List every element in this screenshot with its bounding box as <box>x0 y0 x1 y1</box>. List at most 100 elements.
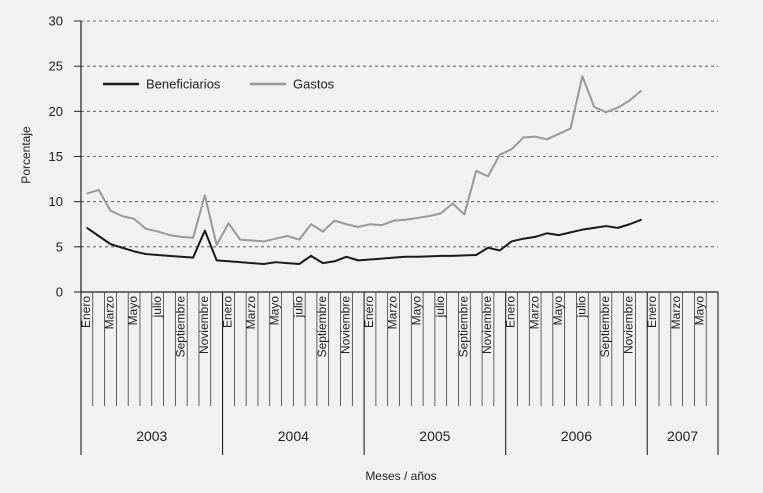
legend-label: Gastos <box>293 77 335 92</box>
data-point-beneficiarios <box>322 262 324 264</box>
data-point-beneficiarios <box>86 227 88 229</box>
data-point-beneficiarios <box>463 254 465 257</box>
data-point-gastos <box>369 223 371 225</box>
data-point-beneficiarios <box>168 255 171 257</box>
month-label: Noviembre <box>339 296 353 354</box>
data-point-beneficiarios <box>310 255 312 257</box>
data-point-beneficiarios <box>275 261 277 263</box>
data-point-gastos <box>157 230 159 233</box>
data-point-beneficiarios <box>558 234 560 236</box>
x-axis: Enero Marzo Mayo julio Septiembre Noviembre En… <box>79 291 719 455</box>
month-label: julio <box>291 296 305 319</box>
data-point-beneficiarios <box>133 250 135 252</box>
data-point-beneficiarios <box>357 259 359 261</box>
month-label: Enero <box>362 296 376 328</box>
data-point-gastos <box>121 215 123 217</box>
data-point-beneficiarios <box>475 254 477 256</box>
year-label: 2003 <box>136 428 167 444</box>
data-point-beneficiarios <box>440 255 442 257</box>
data-point-gastos <box>393 220 395 222</box>
data-point-gastos <box>487 175 489 177</box>
data-point-beneficiarios <box>428 255 430 257</box>
data-point-beneficiarios <box>593 227 595 229</box>
data-point-beneficiarios <box>286 262 289 264</box>
data-point-beneficiarios <box>298 263 300 265</box>
data-point-gastos <box>180 236 182 238</box>
data-point-gastos <box>298 239 300 241</box>
data-point-beneficiarios <box>617 227 619 229</box>
data-point-beneficiarios <box>628 223 631 225</box>
data-point-beneficiarios <box>334 260 336 262</box>
data-point-gastos <box>86 192 88 195</box>
data-point-beneficiarios <box>534 236 536 238</box>
y-tick-label: 20 <box>49 104 63 119</box>
data-point-gastos <box>168 234 171 236</box>
month-label: Enero <box>645 296 659 328</box>
data-point-beneficiarios <box>522 238 524 240</box>
data-point-beneficiarios <box>157 254 159 256</box>
data-point-beneficiarios <box>404 256 406 258</box>
data-point-beneficiarios <box>510 240 513 243</box>
data-point-beneficiarios <box>180 256 182 258</box>
month-label: Septiembre <box>315 296 329 358</box>
data-point-beneficiarios <box>227 260 230 262</box>
legend-label: Beneficiarios <box>146 77 221 92</box>
data-point-gastos <box>558 133 560 135</box>
data-point-gastos <box>310 223 312 225</box>
month-label: Mayo <box>268 296 282 326</box>
month-label: Enero <box>79 296 93 328</box>
month-label: julio <box>433 296 447 319</box>
y-tick-label: 15 <box>49 149 63 164</box>
y-axis: 0 5 10 15 20 25 30 <box>49 14 82 300</box>
data-point-beneficiarios <box>192 257 194 259</box>
data-point-beneficiarios <box>605 225 607 227</box>
data-point-gastos <box>451 202 454 205</box>
data-point-gastos <box>263 240 265 243</box>
data-point-gastos <box>546 138 548 140</box>
data-point-beneficiarios <box>239 261 241 263</box>
year-label: 2006 <box>561 428 592 444</box>
data-point-beneficiarios <box>145 253 147 255</box>
month-label: Mayo <box>126 296 140 326</box>
data-point-gastos <box>133 218 135 220</box>
series-line-gastos <box>86 75 642 247</box>
month-label: julio <box>574 296 588 319</box>
month-label: Marzo <box>527 296 541 330</box>
data-point-gastos <box>428 215 430 217</box>
data-point-gastos <box>510 148 513 150</box>
data-point-gastos <box>463 213 465 215</box>
month-label: Enero <box>504 296 518 328</box>
data-point-beneficiarios <box>369 258 371 261</box>
month-label: Noviembre <box>622 296 636 354</box>
data-point-beneficiarios <box>381 257 383 260</box>
month-label: Marzo <box>669 296 683 330</box>
month-label: Noviembre <box>197 296 211 354</box>
data-point-gastos <box>345 223 348 225</box>
data-point-beneficiarios <box>581 229 583 231</box>
data-point-gastos <box>98 189 100 191</box>
y-axis-label: Porcentaje <box>19 126 33 184</box>
y-tick-label: 5 <box>56 239 63 254</box>
month-label: Marzo <box>386 296 400 330</box>
month-label: Septiembre <box>173 296 187 358</box>
data-point-gastos <box>640 89 642 92</box>
data-point-gastos <box>522 136 524 139</box>
data-point-gastos <box>534 136 536 138</box>
data-point-gastos <box>334 220 336 222</box>
data-point-gastos <box>440 212 442 215</box>
data-point-beneficiarios <box>204 229 206 232</box>
month-label: Noviembre <box>480 296 494 354</box>
data-point-gastos <box>381 224 383 226</box>
year-label: 2007 <box>667 428 698 444</box>
data-point-beneficiarios <box>251 262 253 264</box>
data-point-gastos <box>475 170 477 172</box>
data-point-beneficiarios <box>216 259 218 261</box>
month-label: Enero <box>221 296 235 328</box>
data-point-beneficiarios <box>569 231 572 233</box>
data-point-beneficiarios <box>393 257 395 259</box>
data-point-gastos <box>145 228 147 230</box>
data-point-beneficiarios <box>487 247 489 249</box>
data-point-gastos <box>357 226 359 228</box>
month-label: Septiembre <box>456 296 470 358</box>
